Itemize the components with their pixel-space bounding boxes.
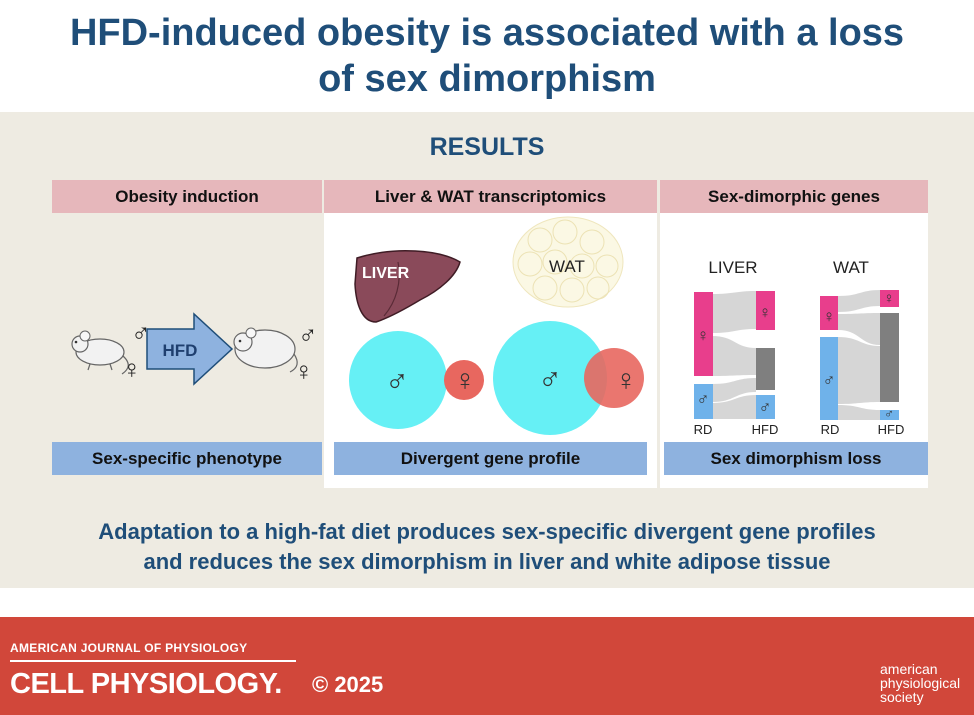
liver-rd-female-symbol: ♀ [697, 326, 710, 345]
society-line-3: society [880, 689, 924, 705]
liver-male-symbol: ♂ [385, 363, 409, 399]
results-label: RESULTS [429, 133, 545, 161]
wat-rd-label: RD [821, 422, 840, 437]
copyright-text: © 2025 [312, 672, 384, 697]
panel-3-footer: Sex dimorphism loss [664, 442, 928, 475]
graphical-abstract-title: HFD-induced obesity is associated with a… [0, 0, 974, 112]
wat-rd-male-bar [820, 337, 838, 420]
liver-hfd-female-symbol: ♀ [759, 303, 772, 322]
wat-label: WAT [549, 257, 585, 276]
wat-sankey-flows [838, 290, 880, 420]
panel-3-header: Sex-dimorphic genes [660, 180, 928, 213]
journal-name-small: AMERICAN JOURNAL OF PHYSIOLOGY [10, 641, 248, 655]
wat-female-symbol: ♀ [615, 364, 638, 397]
wat-rd-male-symbol: ♂ [823, 371, 836, 390]
summary-line-2: and reduces the sex dimorphism in liver … [143, 549, 831, 574]
society-line-1: american [880, 661, 938, 677]
liver-hfd-male-bar [756, 395, 775, 419]
panel-1-header: Obesity induction [52, 180, 322, 213]
liver-hfd-female-bar [756, 291, 775, 330]
panel-1-footer: Sex-specific phenotype [52, 442, 322, 475]
title-line-2: of sex dimorphism [318, 58, 656, 100]
wat-hfd-shared-bar [880, 313, 899, 402]
liver-sankey-flows [712, 291, 756, 419]
liver-hfd-label: HFD [752, 422, 779, 437]
obese-female-symbol: ♀ [294, 356, 314, 386]
journal-footer-bar [0, 617, 974, 715]
wat-hfd-female-bar [880, 290, 899, 307]
summary-text: Adaptation to a high-fat diet produces s… [0, 517, 974, 577]
liver-rd-male-symbol: ♂ [697, 390, 710, 409]
sankey-liver-title: LIVER [708, 258, 757, 277]
liver-organ-icon [354, 250, 461, 323]
liver-rd-label: RD [694, 422, 713, 437]
liver-female-symbol: ♀ [454, 364, 477, 397]
lean-female-symbol: ♀ [122, 354, 142, 384]
hfd-arrow [146, 312, 234, 386]
wat-male-symbol: ♂ [538, 361, 562, 397]
lean-mouse-icon [71, 330, 129, 375]
panel-2-footer: Divergent gene profile [334, 442, 647, 475]
journal-name-large: CELL PHYSIOLOGY. [10, 668, 282, 700]
society-name: american physiological society [880, 662, 960, 704]
wat-tissue-icon [512, 216, 624, 308]
liver-rd-female-bar [694, 292, 713, 376]
hfd-arrow-label: HFD [163, 341, 198, 360]
wat-rd-female-bar [820, 296, 838, 330]
wat-hfd-label: HFD [878, 422, 905, 437]
wat-hfd-female-symbol: ♀ [883, 290, 894, 307]
liver-label: LIVER [362, 265, 410, 282]
journal-divider [10, 660, 296, 662]
liver-hfd-shared-bar [756, 348, 775, 390]
liver-rd-male-bar [694, 384, 713, 419]
wat-female-circle [584, 348, 644, 408]
obese-mouse-icon [233, 327, 298, 373]
society-line-2: physiological [880, 675, 961, 691]
liver-hfd-male-symbol: ♂ [759, 398, 772, 417]
wat-hfd-male-bar [880, 410, 899, 420]
liver-male-circle [349, 331, 447, 429]
title-line-1: HFD-induced obesity is associated with a… [69, 12, 905, 54]
sankey-wat-title: WAT [833, 258, 869, 277]
wat-rd-female-symbol: ♀ [823, 307, 836, 326]
obese-male-symbol: ♂ [298, 320, 318, 350]
liver-female-circle [444, 360, 484, 400]
summary-line-1: Adaptation to a high-fat diet produces s… [98, 519, 876, 544]
lean-male-symbol: ♂ [131, 318, 151, 348]
panel-2-header: Liver & WAT transcriptomics [324, 180, 657, 213]
wat-hfd-male-symbol: ♂ [884, 406, 894, 421]
wat-male-circle [493, 321, 607, 435]
